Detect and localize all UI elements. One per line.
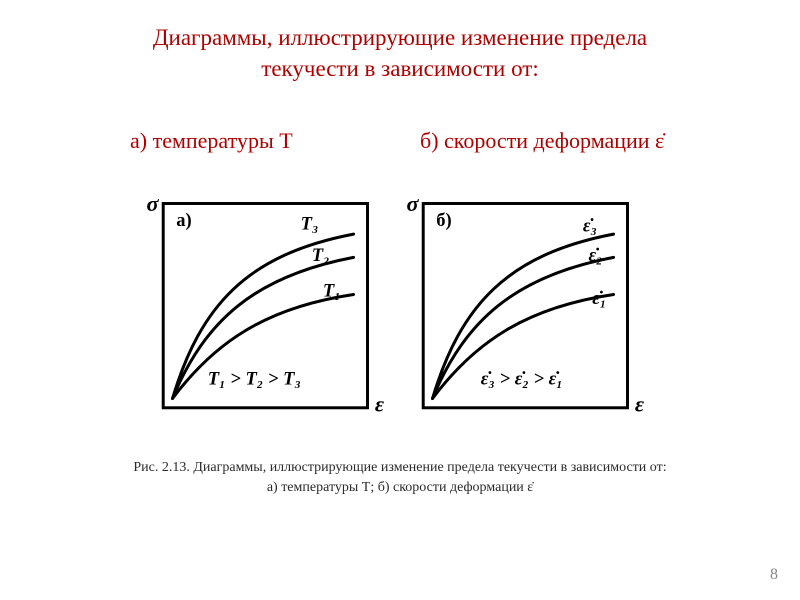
figure-caption: Рис. 2.13. Диаграммы, иллюстрирующие изм… [0,458,800,497]
panel-b-tag: б) [436,210,451,231]
slide: Диаграммы, иллюстрирующие изменение пред… [0,0,800,600]
sigma-label-b: σ [407,191,420,216]
sigma-label-a: σ [147,191,160,216]
panel-b-label-3: ε̇₁ [592,288,606,309]
page-number: 8 [770,566,778,584]
page-title: Диаграммы, иллюстрирующие изменение пред… [0,22,800,84]
panel-a-label-1: T₃ [301,214,319,235]
title-line-1: Диаграммы, иллюстрирующие изменение пред… [153,25,647,50]
diagram-panels: σ а) T₃ T₂ T₁ T₁ > T₂ > T₃ ε σ б) [140,180,660,435]
subtitle-b: б) скорости деформации ε̇ [420,128,664,154]
panel-b-label-1: ε̇₃ [583,215,597,236]
panel-a-label-2: T₂ [312,245,330,266]
panel-b-inequality: ε̇₃ > ε̇₂ > ε̇₁ [481,369,563,390]
epsilon-label-a: ε [375,392,384,417]
subtitle-a: а) температуры Т [130,128,293,154]
title-line-2: текучести в зависимости от: [261,56,538,81]
epsilon-label-b: ε [635,392,644,417]
panel-a-inequality: T₁ > T₂ > T₃ [208,369,301,390]
panel-a-label-3: T₁ [323,280,341,301]
panel-b-label-2: ε̇₂ [589,245,603,266]
panel-b: σ б) ε̇₃ ε̇₂ ε̇₁ ε̇₃ > ε̇₂ > ε̇₁ ε [407,191,645,417]
panel-a-tag: а) [176,210,191,231]
caption-line-2: а) температуры Т; б) скорости деформации… [267,480,533,495]
panel-a: σ а) T₃ T₂ T₁ T₁ > T₂ > T₃ ε [147,191,385,417]
caption-line-1: Рис. 2.13. Диаграммы, иллюстрирующие изм… [133,460,666,475]
